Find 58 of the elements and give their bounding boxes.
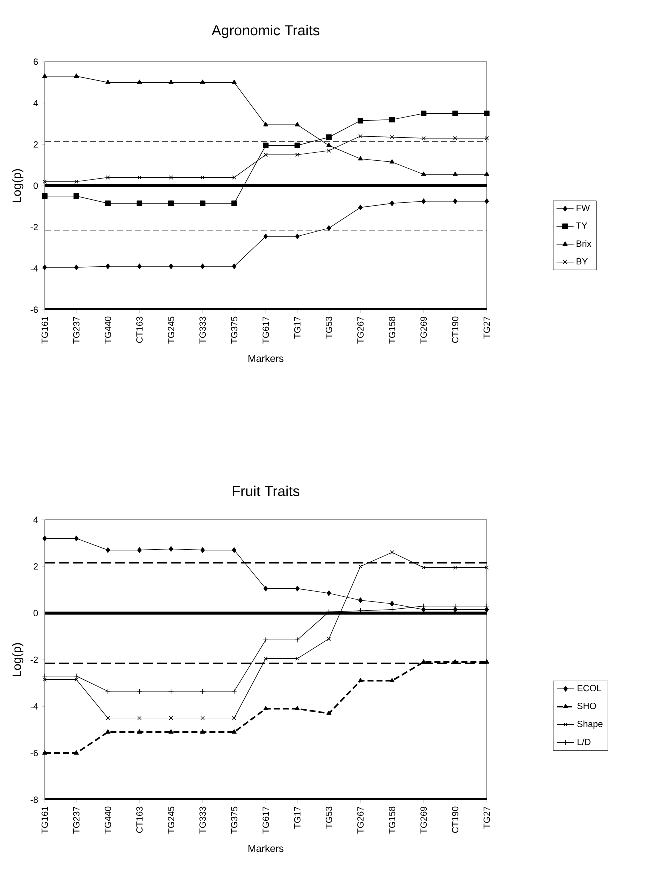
x-tick-label: TG617 (262, 316, 270, 344)
legend-label: SHO (578, 702, 596, 710)
y-tick-label: 6 (34, 58, 38, 66)
x-tick-label: TG269 (420, 806, 428, 834)
x-tick-label: TG440 (104, 316, 112, 344)
x-axis-title: Markers (248, 844, 284, 852)
x-tick-label: TG267 (358, 316, 364, 344)
y-tick-label: -4 (30, 266, 38, 272)
y-tick-label: -2 (30, 656, 38, 664)
y-tick-label: 0 (34, 610, 38, 617)
y-tick-label: -8 (30, 796, 38, 804)
y-tick-label: -6 (30, 306, 38, 314)
x-tick-label: TG617 (262, 806, 270, 834)
x-tick-label: TG17 (294, 316, 301, 339)
y-tick-label: 2 (34, 564, 38, 570)
x-tick-label: TG333 (200, 806, 206, 834)
y-tick-label: 4 (34, 516, 38, 524)
y-tick-label: 0 (34, 182, 38, 190)
y-tick-label: 2 (34, 142, 38, 148)
x-tick-label: TG161 (42, 316, 48, 344)
x-tick-label: TG333 (200, 316, 206, 344)
x-tick-label: CT163 (136, 316, 143, 344)
x-tick-label: TG161 (42, 806, 48, 834)
y-tick-label: -2 (30, 224, 38, 230)
x-tick-label: TG267 (358, 806, 364, 834)
x-axis-title: Markers (248, 354, 284, 362)
x-tick-label: TG375 (231, 316, 238, 344)
legend-label: ECOL (578, 685, 602, 692)
x-tick-label: TG158 (389, 316, 396, 344)
x-tick-label: CT190 (452, 316, 459, 344)
x-tick-label: TG158 (389, 806, 396, 834)
x-tick-label: TG53 (326, 316, 332, 339)
x-tick-label: TG269 (420, 316, 428, 344)
x-tick-label: TG53 (326, 806, 332, 829)
x-tick-label: CT163 (136, 806, 143, 834)
x-tick-label: CT190 (452, 806, 459, 834)
legend-label: TY (576, 222, 588, 229)
chart-title: Agronomic Traits (212, 25, 320, 38)
y-axis-title: Log(p) (12, 643, 24, 676)
y-axis-title: Log(p) (12, 169, 24, 202)
legend-label: Brix (576, 240, 592, 247)
x-tick-label: TG27 (484, 806, 490, 829)
x-tick-label: TG237 (73, 316, 80, 344)
x-tick-label: TG375 (231, 806, 238, 834)
x-tick-label: TG440 (104, 806, 112, 834)
legend-label: BY (576, 258, 588, 265)
y-tick-label: -6 (30, 750, 38, 757)
x-tick-label: TG245 (168, 806, 174, 834)
x-tick-label: TG17 (294, 806, 301, 829)
x-tick-label: TG27 (484, 316, 490, 339)
legend-label: L/D (578, 738, 591, 746)
legend-label: Shape (578, 720, 603, 730)
chart-title: Fruit Traits (233, 486, 300, 496)
y-tick-label: 4 (34, 100, 38, 106)
legend-label: FW (576, 205, 590, 212)
x-tick-label: TG245 (168, 316, 174, 344)
y-tick-label: -4 (30, 704, 38, 710)
x-tick-label: TG237 (73, 806, 80, 834)
